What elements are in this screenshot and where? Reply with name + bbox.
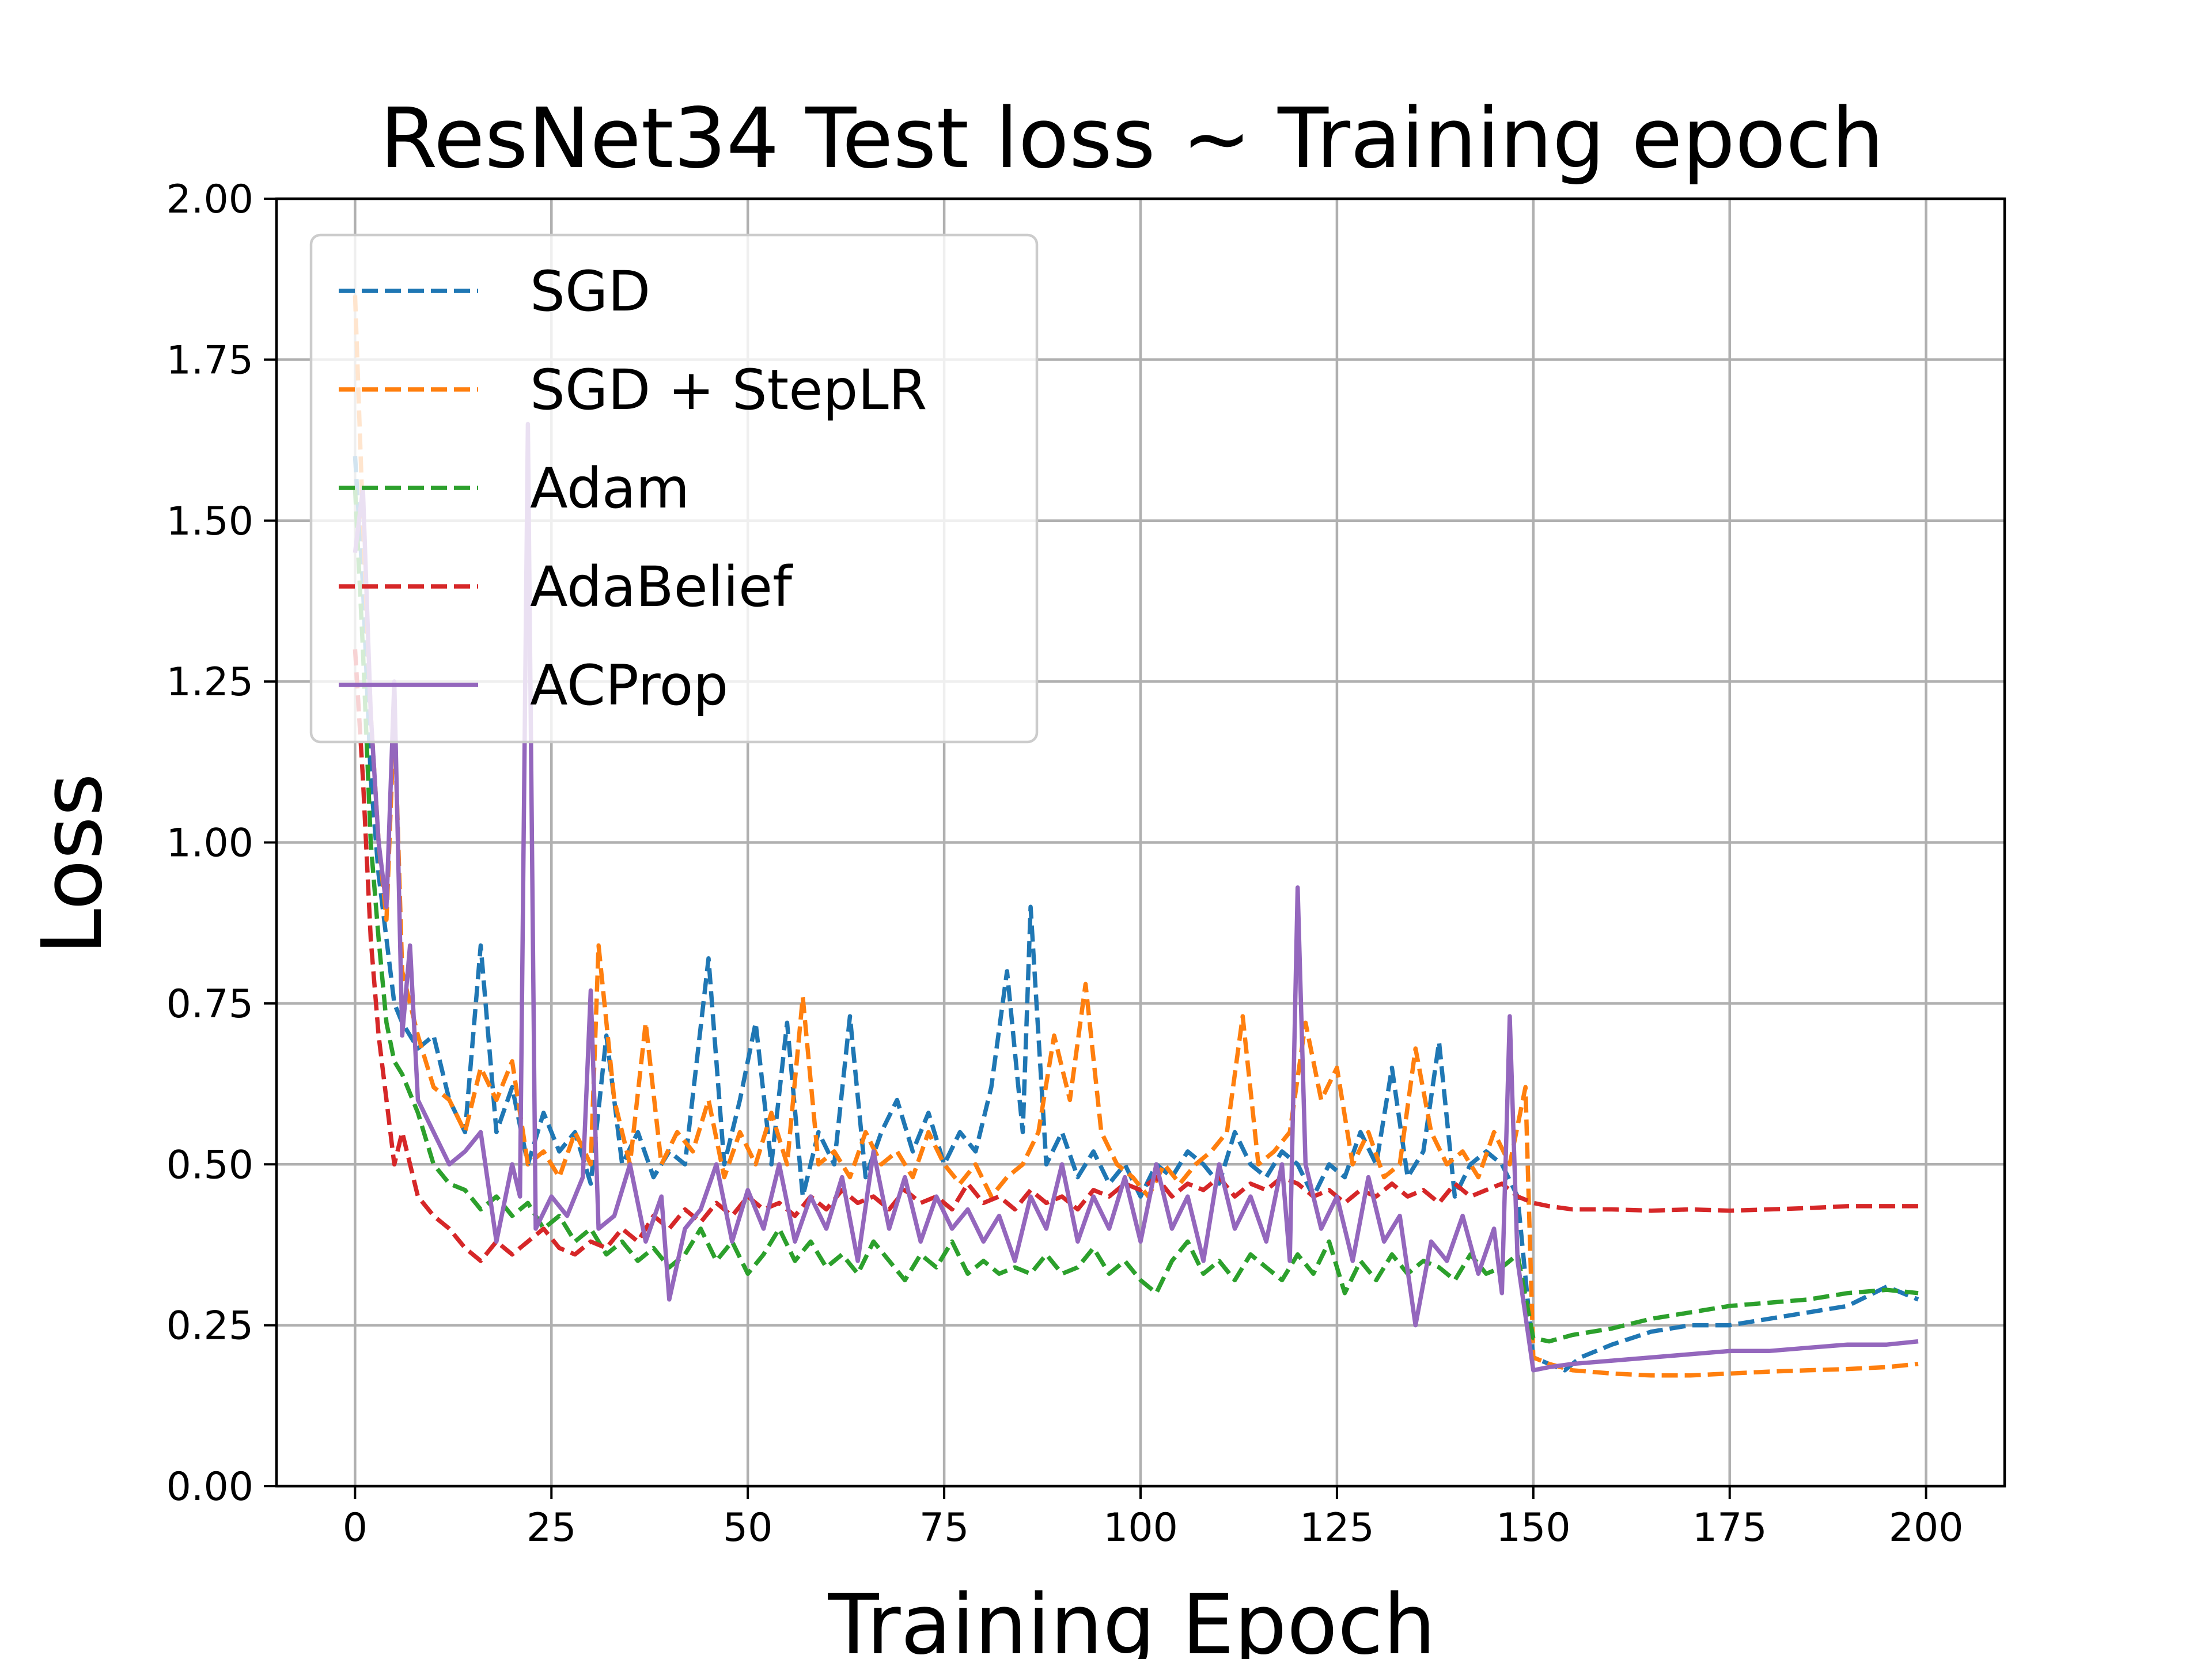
- series-line-sgd-steplr: [353, 295, 1919, 1378]
- legend-box: [309, 233, 1039, 744]
- legend-label-adabelief: AdaBelief: [530, 555, 793, 619]
- y-tick-label: 1.50: [166, 499, 253, 544]
- x-tick-label: 75: [919, 1505, 969, 1551]
- chart-title: ResNet34 Test loss ~ Training epoch: [380, 90, 1884, 187]
- x-tick-label: 150: [1496, 1505, 1571, 1551]
- series-line-adabelief: [353, 649, 1918, 1263]
- x-tick-label: 50: [723, 1505, 773, 1551]
- x-tick-label: 0: [343, 1505, 368, 1551]
- y-tick-label: 0.50: [166, 1142, 253, 1188]
- series-line-sgd: [353, 456, 1919, 1373]
- x-axis-label: Training Epoch: [828, 1576, 1436, 1659]
- legend-label-sgd: SGD: [530, 259, 650, 324]
- y-tick-label: 1.00: [166, 821, 253, 866]
- x-tick-label: 175: [1692, 1505, 1767, 1551]
- legend-label-sgd-steplr: SGD + StepLR: [530, 358, 927, 422]
- x-tick-label: 100: [1103, 1505, 1178, 1551]
- x-tick-label: 125: [1300, 1505, 1374, 1551]
- y-axis-label: Loss: [24, 773, 120, 955]
- x-tick-label: 200: [1889, 1505, 1964, 1551]
- legend: SGD SGD + StepLR Adam AdaBelief ACProp: [309, 233, 1039, 744]
- y-tick-label: 1.75: [166, 338, 253, 383]
- y-tick-label: 0.25: [166, 1304, 253, 1349]
- y-tick-label: 1.25: [166, 660, 253, 705]
- legend-label-adam: Adam: [530, 456, 690, 521]
- y-tick-label: 2.00: [166, 177, 253, 222]
- legend-label-acprop: ACProp: [530, 653, 728, 718]
- x-tick-label: 25: [527, 1505, 577, 1551]
- axis-ticks: 0 25 50 75 100 125 150 175 200 0.00 0.25 0.50 0.75 1.…: [166, 177, 1964, 1551]
- y-tick-label: 0.00: [166, 1464, 253, 1510]
- y-tick-label: 0.75: [166, 982, 253, 1027]
